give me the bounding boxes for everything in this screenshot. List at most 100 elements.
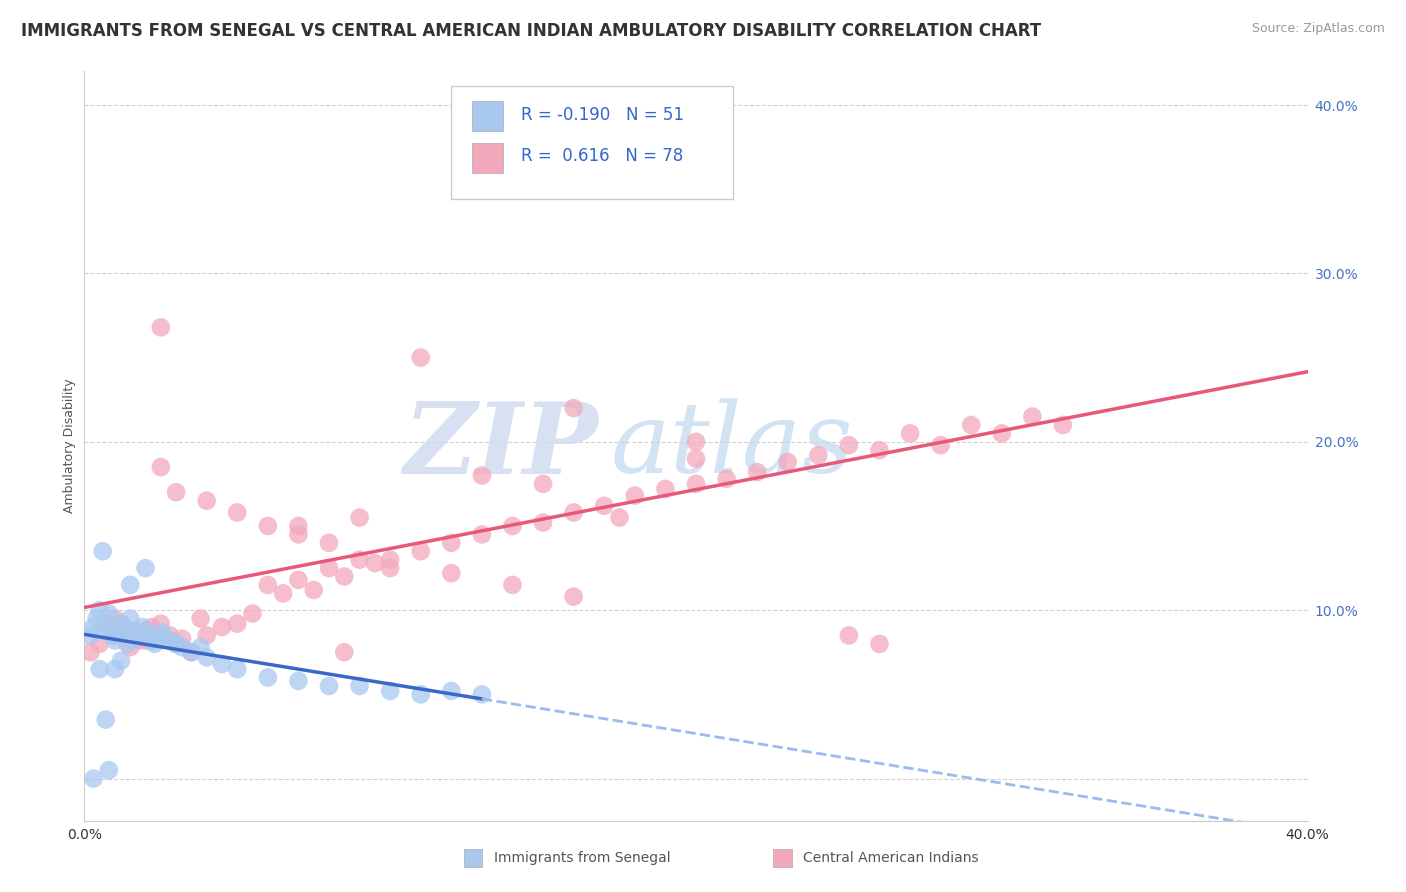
Point (838, 628, 860, 642)
FancyBboxPatch shape (472, 102, 503, 131)
Point (172, 640, 194, 655)
Point (135, 633, 157, 648)
Point (869, 637, 891, 651)
Point (211, 657, 233, 671)
Point (807, 448, 830, 462)
Point (135, 624, 157, 638)
Point (143, 637, 166, 651)
Point (409, 351, 432, 365)
Point (149, 625, 172, 640)
Point (318, 536, 340, 550)
Point (380, 684, 402, 698)
Point (180, 645, 202, 659)
Point (302, 582, 325, 597)
Point (226, 506, 249, 520)
Point (440, 536, 463, 550)
Point (89, 662, 111, 676)
Point (79, 645, 101, 659)
Point (146, 632, 169, 646)
Point (165, 637, 187, 651)
Point (318, 679, 340, 693)
Point (271, 586, 294, 600)
Point (97, 607, 120, 621)
Point (333, 645, 356, 659)
Point (104, 628, 127, 642)
Point (149, 320, 172, 334)
Point (562, 506, 585, 520)
Point (180, 645, 202, 659)
Point (120, 578, 142, 592)
Point (531, 476, 554, 491)
Point (89, 603, 111, 617)
Point (104, 633, 127, 648)
Point (141, 633, 163, 648)
Point (138, 628, 160, 642)
Point (91, 624, 114, 638)
Point (562, 401, 585, 416)
Point (502, 578, 524, 592)
Point (287, 519, 309, 533)
Point (159, 633, 181, 648)
Point (776, 455, 799, 469)
Point (211, 620, 233, 634)
Point (122, 624, 145, 638)
Point (898, 426, 921, 441)
Point (120, 624, 142, 638)
Y-axis label: Ambulatory Disability: Ambulatory Disability (63, 379, 76, 513)
Point (165, 637, 187, 651)
Point (83, 620, 105, 634)
Point (107, 624, 129, 638)
Point (141, 620, 163, 634)
Point (104, 611, 127, 625)
Point (104, 662, 127, 676)
Point (409, 687, 432, 701)
Point (257, 671, 280, 685)
Point (112, 625, 135, 640)
Point (440, 684, 463, 698)
Point (135, 625, 157, 640)
Point (380, 561, 402, 575)
Point (1021, 409, 1043, 424)
Point (318, 561, 340, 575)
Point (440, 566, 463, 581)
FancyBboxPatch shape (472, 143, 503, 172)
FancyBboxPatch shape (451, 87, 733, 199)
Point (654, 482, 676, 496)
Point (165, 485, 187, 500)
Point (110, 654, 132, 668)
Point (838, 438, 860, 452)
Point (226, 662, 249, 676)
Point (195, 628, 218, 642)
Point (349, 552, 371, 566)
Point (110, 616, 132, 631)
Text: ZIP: ZIP (404, 398, 598, 494)
Point (165, 637, 187, 651)
Point (128, 633, 150, 648)
Point (120, 640, 142, 655)
Point (190, 640, 212, 655)
Point (226, 616, 249, 631)
Point (287, 673, 309, 688)
Point (172, 632, 194, 646)
Point (120, 611, 142, 625)
Point (195, 650, 218, 665)
Point (685, 451, 707, 466)
Point (960, 417, 983, 432)
Point (97, 620, 120, 634)
Point (685, 434, 707, 449)
Point (94, 616, 117, 631)
Point (593, 499, 616, 513)
Point (257, 578, 280, 592)
Point (1052, 417, 1074, 432)
Point (685, 476, 707, 491)
Point (562, 590, 585, 604)
Text: atlas: atlas (610, 399, 853, 493)
Point (471, 527, 494, 541)
Point (149, 616, 172, 631)
Point (747, 465, 769, 479)
Point (110, 616, 132, 631)
Point (115, 637, 138, 651)
Point (471, 468, 494, 483)
Point (257, 519, 280, 533)
Point (242, 607, 264, 621)
